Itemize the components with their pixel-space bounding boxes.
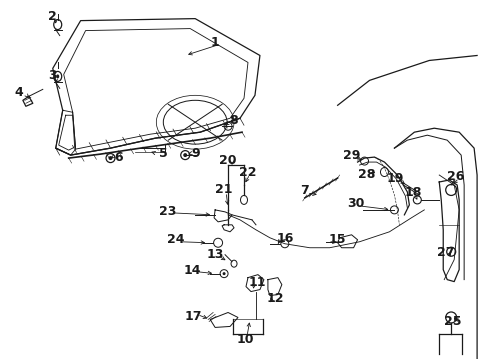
Text: 22: 22 [239, 166, 256, 179]
Text: 20: 20 [219, 154, 236, 167]
Text: 10: 10 [236, 333, 253, 346]
Text: 18: 18 [404, 186, 421, 199]
Ellipse shape [56, 75, 59, 78]
Text: 17: 17 [184, 310, 202, 323]
Text: 7: 7 [300, 184, 308, 197]
Text: 3: 3 [48, 69, 57, 82]
Text: 29: 29 [342, 149, 360, 162]
Text: 14: 14 [183, 264, 201, 277]
Polygon shape [210, 312, 238, 328]
Text: 2: 2 [48, 10, 57, 23]
Text: 24: 24 [166, 233, 183, 246]
Text: 26: 26 [447, 170, 464, 183]
Text: 6: 6 [114, 150, 122, 163]
Text: 27: 27 [437, 246, 454, 259]
Text: 4: 4 [15, 86, 23, 99]
Text: 9: 9 [191, 147, 200, 159]
Text: 15: 15 [328, 233, 346, 246]
Text: 1: 1 [210, 36, 219, 49]
Text: 5: 5 [159, 147, 167, 159]
Text: 8: 8 [229, 114, 238, 127]
Ellipse shape [183, 153, 187, 157]
Text: 19: 19 [386, 171, 403, 185]
Ellipse shape [108, 156, 112, 160]
Text: 13: 13 [206, 248, 224, 261]
Text: 30: 30 [346, 197, 364, 210]
Text: 23: 23 [158, 205, 176, 219]
Text: 25: 25 [444, 315, 461, 328]
Text: 11: 11 [248, 276, 265, 289]
Text: 16: 16 [276, 232, 293, 245]
Text: 28: 28 [357, 167, 374, 180]
Text: 12: 12 [265, 292, 283, 305]
Ellipse shape [222, 272, 225, 275]
Text: 21: 21 [215, 184, 232, 197]
